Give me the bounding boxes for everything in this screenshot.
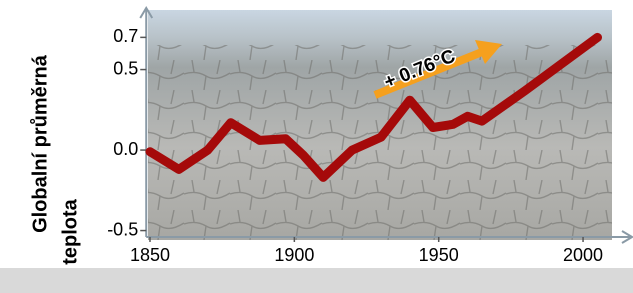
y-tick-label: 0.5: [113, 58, 138, 78]
x-tick-label: 2000: [563, 245, 603, 265]
y-axis-title: Globalní průměrná: [29, 54, 51, 233]
x-tick-label: 1950: [419, 245, 459, 265]
footer-band: [0, 268, 633, 293]
y-tick-label: 0.7: [113, 26, 138, 46]
x-tick-label: 1900: [274, 245, 314, 265]
y-axis-title: teplota: [59, 198, 81, 264]
y-tick-label: -0.5: [107, 219, 138, 239]
x-tick-label: 1850: [130, 245, 170, 265]
y-tick-label: 0.0: [113, 139, 138, 159]
chart: 0.7 0.5 0.0 -0.5 1850 1900 1950 2000 Globalní pr…: [0, 0, 633, 293]
